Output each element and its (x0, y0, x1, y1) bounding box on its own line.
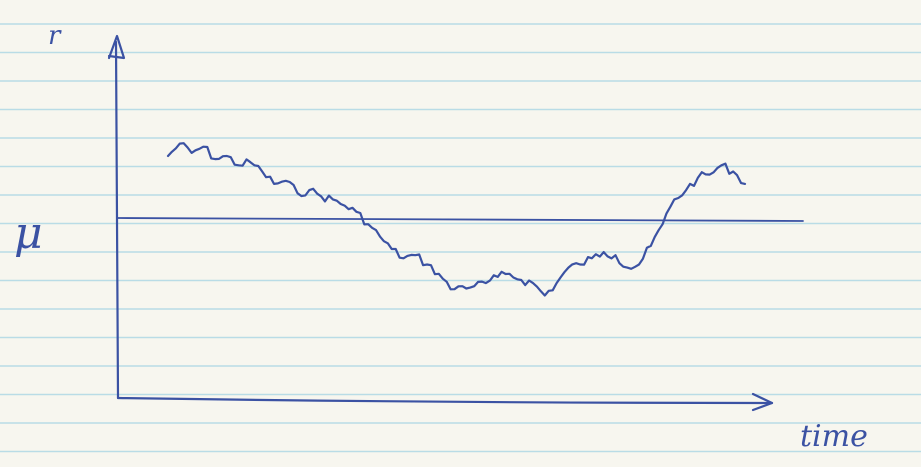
notebook-ruled-lines (0, 23, 921, 453)
y-axis (114, 40, 120, 400)
series-line (166, 142, 747, 297)
y-axis-arrow-icon (107, 34, 126, 60)
mean-line (117, 217, 804, 222)
x-axis (116, 396, 774, 405)
x-axis-label: time (800, 419, 868, 454)
mean-label: μ (14, 208, 43, 259)
x-axis-arrow-icon (751, 392, 774, 412)
y-axis-label: r (48, 21, 62, 51)
